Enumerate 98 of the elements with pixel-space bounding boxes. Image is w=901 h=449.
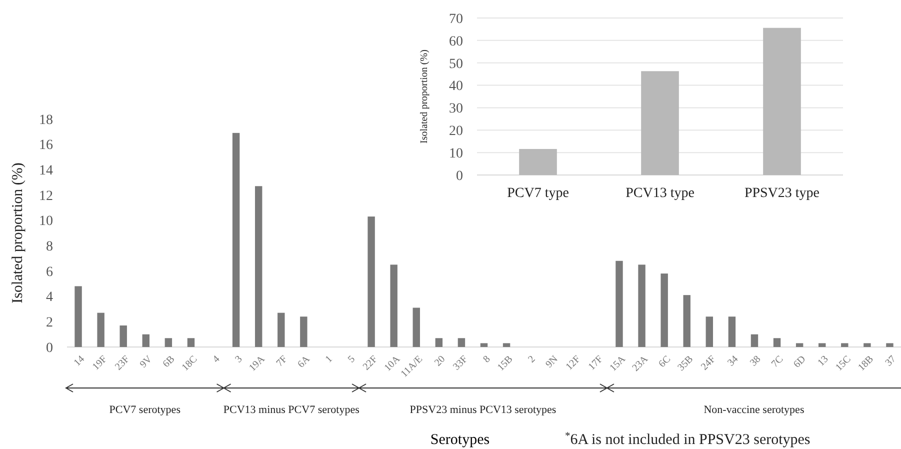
bar <box>641 71 679 175</box>
x-tick-label: 7F <box>274 354 290 370</box>
y-tick-label: 0 <box>456 168 463 184</box>
bar <box>763 28 801 175</box>
y-axis-title: Isolated proportion (%) <box>10 162 26 304</box>
y-tick-label: 50 <box>449 56 463 72</box>
y-tick-label: 18 <box>39 112 53 128</box>
x-tick-label: PCV13 type <box>626 186 694 201</box>
bar <box>818 343 826 347</box>
x-tick-label: 19A <box>247 353 268 374</box>
x-tick-label: 23F <box>113 354 132 373</box>
bar <box>187 338 195 347</box>
x-tick-label: 6C <box>656 354 674 370</box>
x-tick-label: PPSV23 type <box>744 186 820 201</box>
bar <box>97 312 104 347</box>
x-tick-label: 15C <box>834 354 854 374</box>
text: PPSV23 minus PCV13 serotypes <box>410 404 556 416</box>
x-tick-label: 33F <box>451 354 470 373</box>
y-tick-label: 10 <box>449 146 463 162</box>
bar <box>750 334 758 347</box>
y-tick-label: 4 <box>46 290 53 306</box>
bar <box>480 343 488 347</box>
bar <box>232 132 240 347</box>
bar <box>864 343 871 347</box>
bar <box>728 316 736 347</box>
x-tick-label: 15B <box>496 354 516 374</box>
y-tick-label: 14 <box>39 164 53 179</box>
x-tick-label: 1 <box>324 354 335 366</box>
x-tick-label: 35B <box>676 354 696 374</box>
bar <box>390 264 398 347</box>
x-tick-label: 13 <box>816 354 831 369</box>
x-tick-label: 5 <box>346 354 358 366</box>
y-tick-label: 12 <box>39 188 53 204</box>
bar <box>74 286 82 347</box>
bar <box>886 343 894 347</box>
y-tick-label: 30 <box>449 102 463 117</box>
x-tick-label: 9N <box>544 354 560 370</box>
x-axis-title: Serotypes <box>430 432 490 448</box>
y-tick-label: 0 <box>46 340 53 356</box>
bar <box>796 343 804 347</box>
y-tick-label: 6 <box>46 264 53 280</box>
bar <box>638 264 646 347</box>
y-tick-label: 20 <box>449 124 463 140</box>
bar <box>616 260 623 347</box>
x-tick-label: 2 <box>526 354 538 366</box>
bar <box>841 343 848 347</box>
y-axis-title: Isolated proportion (%) <box>419 50 430 144</box>
x-tick-label: 17F <box>586 354 606 373</box>
bar <box>254 186 262 347</box>
x-tick-label: 37 <box>883 354 898 369</box>
bar <box>120 325 127 347</box>
text: Non-vaccine serotypes <box>704 404 804 416</box>
bar <box>458 338 466 347</box>
bar <box>706 316 714 347</box>
bar <box>164 338 172 347</box>
x-tick-label: 19F <box>90 354 110 373</box>
y-tick-label: 70 <box>449 12 463 27</box>
y-tick-label: 16 <box>39 138 53 154</box>
x-tick-label: 15A <box>608 353 628 374</box>
x-tick-label: 7C <box>770 354 786 370</box>
x-tick-label: 14 <box>72 354 87 369</box>
bar <box>519 148 557 175</box>
bar <box>683 295 690 347</box>
bar <box>412 308 420 347</box>
x-tick-label: PCV7 type <box>507 186 569 201</box>
x-tick-label: 18C <box>180 354 200 374</box>
x-tick-label: 10A <box>382 353 403 374</box>
y-tick-label: 60 <box>449 34 463 50</box>
x-tick-label: 6A <box>296 353 313 370</box>
x-tick-label: 34 <box>726 354 741 369</box>
text: $^{*}$6A is not included in PPSV23 serotypes <box>565 430 810 448</box>
x-tick-label: 23A <box>630 353 651 374</box>
y-tick-label: 10 <box>39 214 53 230</box>
x-tick-label: 6B <box>160 354 178 370</box>
bar <box>142 334 150 347</box>
x-tick-label: 6D <box>792 354 808 370</box>
text: PCV7 serotypes <box>109 404 180 416</box>
bar <box>660 274 668 347</box>
x-tick-label: 38 <box>748 354 764 369</box>
x-tick-label: 12F <box>564 354 584 373</box>
x-tick-label: 20 <box>432 354 448 369</box>
text: PCV13 minus PCV7 serotypes <box>223 404 360 416</box>
x-tick-label: 9V <box>138 353 156 370</box>
bar <box>368 216 375 347</box>
x-tick-label: 4 <box>210 354 222 366</box>
x-tick-label: 22F <box>361 354 380 373</box>
y-tick-label: 8 <box>46 240 53 255</box>
bar <box>435 338 443 347</box>
x-tick-label: 8 <box>481 354 493 366</box>
bar <box>502 343 510 347</box>
bar <box>300 316 308 347</box>
x-tick-label: 24F <box>699 354 718 373</box>
y-tick-label: 2 <box>46 316 53 331</box>
bar <box>773 338 781 347</box>
bar <box>278 312 285 347</box>
y-tick-label: 40 <box>449 79 463 94</box>
x-tick-label: 18B <box>856 354 876 374</box>
x-tick-label: 3 <box>233 354 245 366</box>
